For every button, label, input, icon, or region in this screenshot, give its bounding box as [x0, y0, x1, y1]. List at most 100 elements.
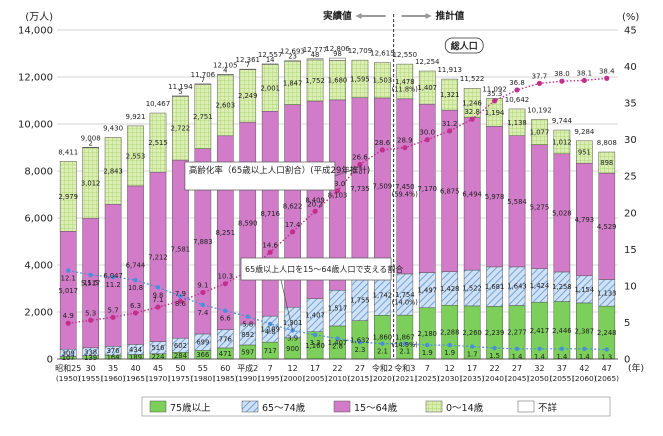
segment-value-label: 8,409 — [305, 196, 324, 204]
total-label: 11,194 — [168, 83, 193, 91]
total-label: 11,092 — [482, 85, 507, 93]
segment-value-label: 1,133 — [597, 289, 616, 297]
data-labels: 4.9 5.3 5.7 6.3 7.1 7.9 9.1 10.3 12.1 14.6 17.4 20.… — [58, 45, 617, 362]
aging-rate-label: 4.9 — [63, 312, 74, 320]
total-label: 12,557 — [258, 51, 283, 59]
x-tick-year: (2045) — [505, 374, 530, 383]
aging-rate-point — [200, 289, 206, 296]
y-tick-label: 4,000 — [24, 261, 53, 272]
segment-value-label: 1,497 — [418, 287, 437, 295]
segment-value-label: 2,239 — [485, 329, 504, 337]
segment-value-label: 8,251 — [216, 229, 235, 237]
segment-value-label: 516 — [151, 344, 164, 352]
segment-value-label: 1,755 — [350, 297, 369, 305]
segment-value-label: 1,428 — [440, 285, 459, 293]
aging-rate-label: 38.0 — [554, 70, 570, 78]
segment-value-label: 1,109 — [260, 326, 279, 334]
segment-value-label: 2,180 — [418, 330, 437, 338]
segment-value-label: 5,275 — [530, 203, 549, 211]
x-tick-year: (1965) — [123, 374, 148, 383]
total-label: 8,808 — [597, 139, 617, 147]
aging-rate-label: 37.7 — [532, 72, 548, 80]
bar-segment — [194, 83, 212, 85]
aging-rate-label: 28.6 — [375, 139, 391, 147]
segment-value-label: 597 — [241, 348, 254, 356]
aging-rate-point — [334, 188, 341, 194]
segment-value-label: 717 — [264, 347, 277, 355]
y2-tick-label: 20 — [624, 208, 637, 219]
x-tick-year: (1985) — [213, 374, 238, 383]
segment-value-label: 189 — [129, 353, 142, 361]
segment-value-label: 1,680 — [328, 77, 347, 85]
support-ratio-label: 1.4 — [534, 353, 545, 361]
segment-value-label: 776 — [219, 335, 232, 343]
aging-rate-point — [491, 98, 498, 104]
y2-tick-label: 45 — [624, 26, 637, 37]
x-tick-year: (2020) — [370, 374, 395, 383]
segment-value-label: 898 — [600, 159, 613, 167]
x-tick-year: (2025) — [415, 374, 440, 383]
support-ratio-point — [66, 268, 71, 273]
x-tick-year: (2040) — [482, 374, 507, 383]
x-tick-label: 17 — [310, 364, 320, 373]
segment-value-label: 1,407 — [418, 84, 437, 92]
total-label: 9,430 — [103, 124, 123, 132]
aging-rate-point — [290, 229, 296, 235]
segment-value-label: 1,754 — [395, 291, 414, 299]
segment-value-label: 7 — [246, 61, 250, 69]
total-label: 12,254 — [415, 58, 440, 66]
segment-value-label: 107 — [62, 354, 75, 362]
aging-rate-point — [424, 137, 430, 143]
bar-segment — [149, 112, 167, 173]
support-ratio-point — [245, 314, 250, 319]
segment-value-label: 1,301 — [283, 319, 302, 327]
total-label: 9,284 — [574, 128, 595, 136]
segment-value-label: 23 — [288, 53, 297, 61]
x-tick-year: (2021) — [393, 374, 418, 383]
support-ratio-pointer — [280, 279, 293, 331]
segment-value-label: 2,553 — [126, 152, 145, 160]
x-tick-year: (1955) — [78, 374, 103, 383]
segment-value-label: 2,515 — [148, 139, 167, 147]
segment-value-label: 1,407 — [305, 312, 324, 320]
aging-rate-label: 6.3 — [130, 302, 141, 310]
support-ratio-label: 2.3 — [355, 346, 366, 354]
x-tick-year: (2065) — [594, 374, 619, 383]
aging-rate-label: 28.9 — [397, 137, 413, 145]
segment-value-label: 1,681 — [485, 283, 504, 291]
support-ratio-label: 1.5 — [489, 352, 500, 360]
total-label: 9,744 — [552, 117, 573, 125]
segment-value-label: 4,793 — [575, 216, 594, 224]
aging-rate-point — [357, 161, 363, 168]
aging-rate-point — [604, 75, 610, 81]
y-tick-label: 12,000 — [18, 73, 53, 84]
bar-segment — [329, 57, 346, 61]
total-label: 12,806 — [325, 45, 350, 53]
bar-segment — [239, 68, 257, 70]
segment-value-label: 98 — [333, 50, 342, 58]
support-ratio-label: 1.4 — [556, 353, 567, 361]
stacked-bars — [59, 57, 616, 360]
segment-value-label: 1,012 — [552, 138, 571, 146]
legend-swatch — [149, 400, 167, 413]
bar-segment — [441, 78, 459, 111]
x-tick-label: 27 — [512, 364, 522, 373]
aging-rate-point — [177, 298, 184, 304]
aging-rate-label: 38.4 — [599, 67, 615, 75]
support-ratio-point — [380, 341, 385, 346]
segment-value-label: 139 — [84, 354, 97, 362]
aging-rate-point — [447, 128, 453, 134]
support-ratio-label: 1.4 — [512, 353, 523, 361]
segment-value-label: 1,522 — [462, 285, 481, 293]
total-label: 9,921 — [126, 113, 146, 121]
segment-value-label: 1,138 — [507, 119, 526, 127]
bar-segment — [306, 58, 324, 61]
support-ratio-label: 1.3 — [601, 353, 612, 361]
segment-value-label: 8,716 — [260, 210, 279, 218]
pct-15-64: (59.4%) — [392, 190, 418, 198]
y2-tick-label: 25 — [624, 172, 637, 183]
segment-value-label: 224 — [151, 353, 164, 361]
support-ratio-point — [425, 342, 430, 348]
x-tick-label: 7 — [268, 364, 273, 373]
